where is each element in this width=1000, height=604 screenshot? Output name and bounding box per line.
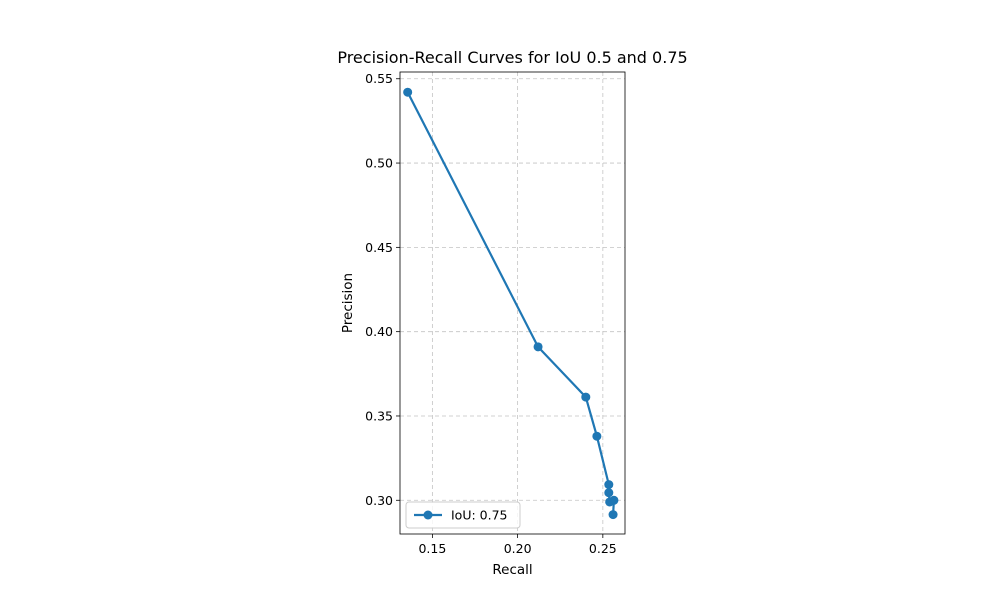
data-point [533, 342, 543, 352]
chart-title: Precision-Recall Curves for IoU 0.5 and … [337, 48, 687, 67]
grid-layer [400, 72, 625, 534]
data-point [604, 488, 614, 498]
y-axis-label: Precision [340, 273, 356, 333]
x-tick-label: 0.15 [418, 541, 446, 556]
data-point [592, 431, 602, 441]
series-layer [403, 87, 619, 520]
ticks-layer: 0.15 0.20 0.25 0.30 0.35 0.40 0.45 0.50 0.55 [365, 71, 617, 556]
data-point [403, 87, 413, 97]
legend-label: IoU: 0.75 [451, 508, 508, 523]
legend: IoU: 0.75 [405, 501, 521, 529]
legend-box [405, 501, 521, 529]
data-point [581, 392, 591, 402]
y-tick-label: 0.30 [365, 493, 393, 508]
series-line [406, 91, 616, 516]
y-tick-label: 0.50 [365, 156, 393, 171]
data-point [609, 495, 619, 505]
y-tick-label: 0.45 [365, 240, 393, 255]
y-tick-label: 0.35 [365, 408, 393, 423]
x-tick-label: 0.20 [504, 541, 532, 556]
x-axis-label: Recall [492, 562, 532, 578]
y-tick-label: 0.40 [365, 324, 393, 339]
y-tick-label: 0.55 [365, 71, 393, 86]
legend-marker [423, 510, 433, 520]
data-point [608, 510, 618, 520]
x-tick-label: 0.25 [589, 541, 617, 556]
axes-frame [399, 71, 626, 535]
data-point [604, 480, 614, 490]
